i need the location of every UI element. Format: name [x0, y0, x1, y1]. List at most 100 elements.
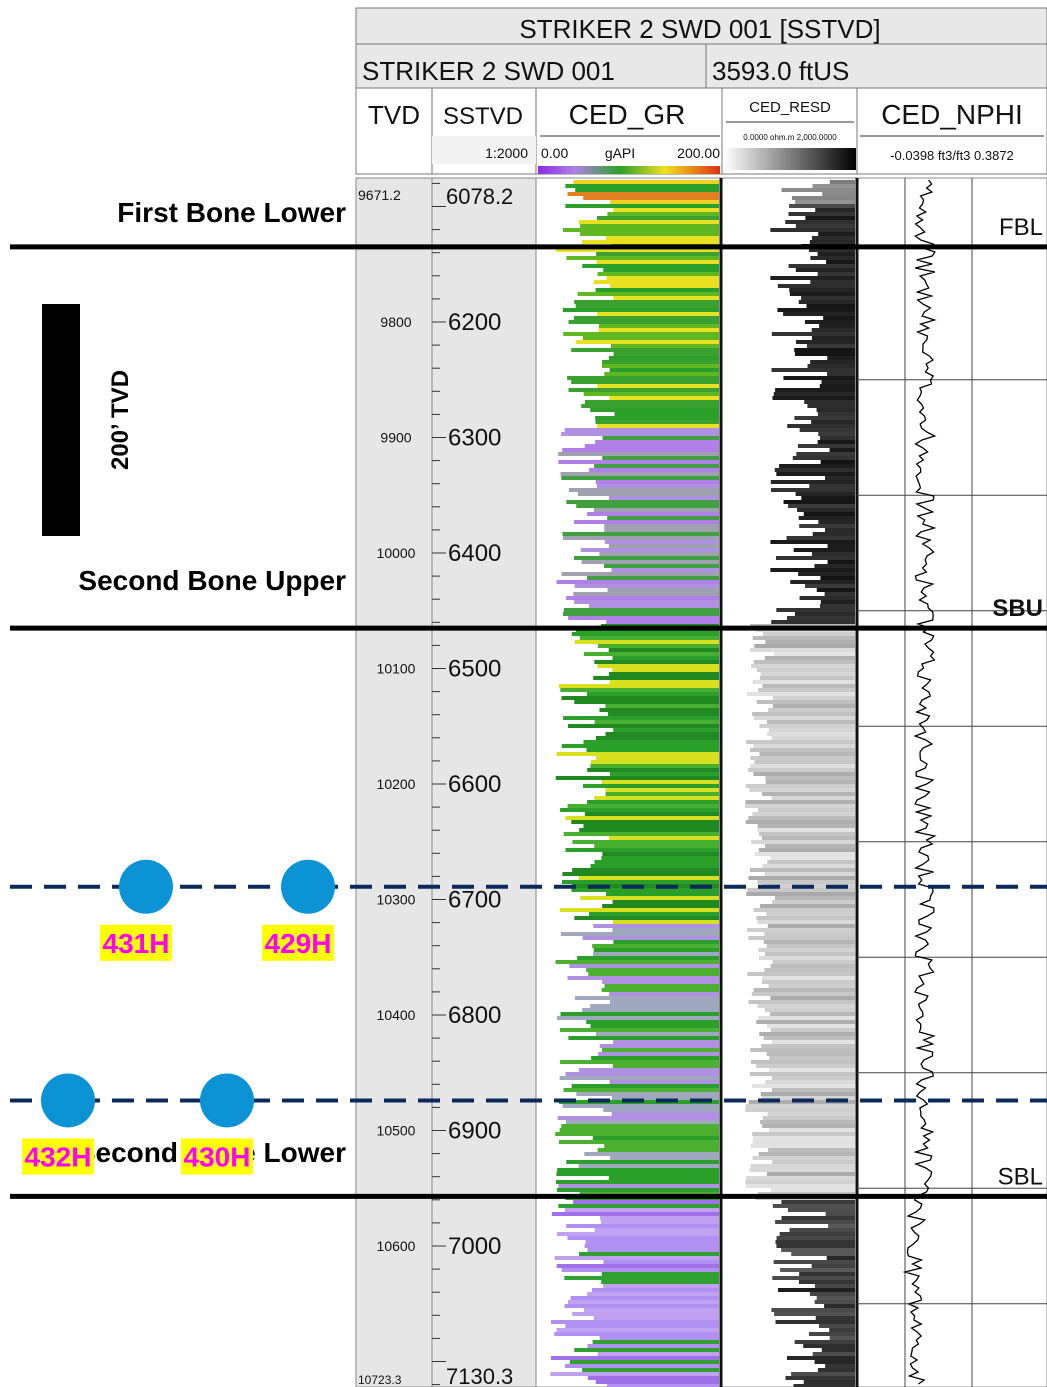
- resd-band: [818, 520, 855, 524]
- resd-band: [758, 948, 855, 952]
- resd-band: [827, 356, 855, 360]
- resd-band: [777, 1288, 855, 1292]
- resd-band: [787, 424, 855, 428]
- gr-band: [605, 236, 719, 240]
- gr-band: [607, 1384, 719, 1387]
- resd-band: [772, 900, 855, 904]
- resd-band: [804, 400, 855, 404]
- gr-band: [560, 932, 719, 936]
- nphi-track: [856, 177, 1047, 1387]
- resd-band: [774, 468, 855, 472]
- resd-band: [772, 396, 855, 400]
- resd-band: [814, 1360, 855, 1364]
- resd-band: [770, 276, 855, 280]
- gr-band: [592, 1136, 719, 1140]
- resd-band: [746, 1184, 855, 1188]
- gr-band: [561, 1268, 719, 1272]
- gr-band: [563, 608, 719, 612]
- gr-band: [605, 732, 719, 736]
- gr-band: [597, 272, 719, 276]
- resd-band: [789, 204, 855, 208]
- gr-band: [586, 748, 719, 752]
- gr-band: [613, 1040, 719, 1044]
- gr-band: [597, 216, 719, 220]
- gr-band: [602, 852, 719, 856]
- gr-band: [598, 324, 719, 328]
- resd-band: [815, 1316, 855, 1320]
- resd-band: [803, 512, 855, 516]
- gr-band: [587, 1248, 719, 1252]
- resd-band: [817, 412, 855, 416]
- resd-band: [770, 228, 855, 232]
- formation-top-marker: SBL: [998, 1163, 1043, 1190]
- gr-band: [575, 304, 719, 308]
- well-marker: [119, 859, 173, 914]
- resd-band: [793, 1384, 855, 1387]
- resd-band: [752, 680, 855, 684]
- well-name: STRIKER 2 SWD 001: [362, 56, 615, 86]
- gr-band: [595, 288, 719, 292]
- gr-band: [551, 1356, 719, 1360]
- gr-band: [601, 364, 719, 368]
- resd-band: [750, 1164, 855, 1168]
- resd-band: [768, 1148, 855, 1152]
- gr-band: [562, 448, 719, 452]
- gr-band: [605, 704, 719, 708]
- resd-band: [746, 740, 855, 744]
- gr-band: [587, 576, 719, 580]
- gr-band: [593, 676, 719, 680]
- gr-band: [565, 1120, 719, 1124]
- gr-band: [595, 1032, 719, 1036]
- gr-band: [608, 712, 719, 716]
- gr-band: [564, 1364, 719, 1368]
- resd-band: [771, 1076, 855, 1080]
- resd-band: [750, 756, 855, 760]
- resd-band: [764, 932, 855, 936]
- gr-band: [551, 1320, 719, 1324]
- resd-band: [810, 280, 855, 284]
- gr-band: [599, 708, 719, 712]
- gr-band: [612, 920, 719, 924]
- gr-band: [601, 1280, 719, 1284]
- resd-band: [786, 1356, 855, 1360]
- resd-band: [801, 496, 855, 500]
- gr-band: [556, 752, 719, 756]
- resd-band: [762, 632, 855, 636]
- gr-band: [592, 1340, 719, 1344]
- resd-band: [816, 408, 855, 412]
- resd-band: [823, 316, 855, 320]
- gr-band: [577, 292, 719, 296]
- well-label-bg: [181, 1138, 253, 1175]
- resd-band: [766, 1172, 855, 1176]
- gr-band: [601, 988, 719, 992]
- gr-band: [574, 300, 719, 304]
- resd-band: [806, 344, 855, 348]
- resd-band: [827, 372, 855, 376]
- resd-band: [809, 1292, 855, 1296]
- resd-band: [772, 1276, 855, 1280]
- gr-band: [608, 648, 719, 652]
- resd-band: [824, 592, 855, 596]
- gr-band: [558, 684, 719, 688]
- resd-band: [752, 1136, 855, 1140]
- gr-band: [605, 788, 719, 792]
- resd-band: [769, 1056, 855, 1060]
- resd-band: [795, 224, 855, 228]
- resd-band: [750, 648, 855, 652]
- resd-band: [752, 1140, 855, 1144]
- gr-band: [561, 476, 719, 480]
- resd-band: [822, 192, 855, 196]
- gr-band: [581, 560, 719, 564]
- gr-band: [560, 472, 719, 476]
- gr-band: [605, 792, 719, 796]
- gr-band: [558, 460, 719, 464]
- well-marker: [200, 1073, 254, 1128]
- scale-bar-rect: [42, 304, 80, 536]
- resd-band: [799, 428, 855, 432]
- resd-band: [762, 976, 855, 980]
- gr-band: [567, 376, 719, 380]
- gr-band: [580, 224, 719, 228]
- gr-band: [587, 800, 719, 804]
- gr-band: [567, 1236, 719, 1240]
- resd-band: [775, 388, 855, 392]
